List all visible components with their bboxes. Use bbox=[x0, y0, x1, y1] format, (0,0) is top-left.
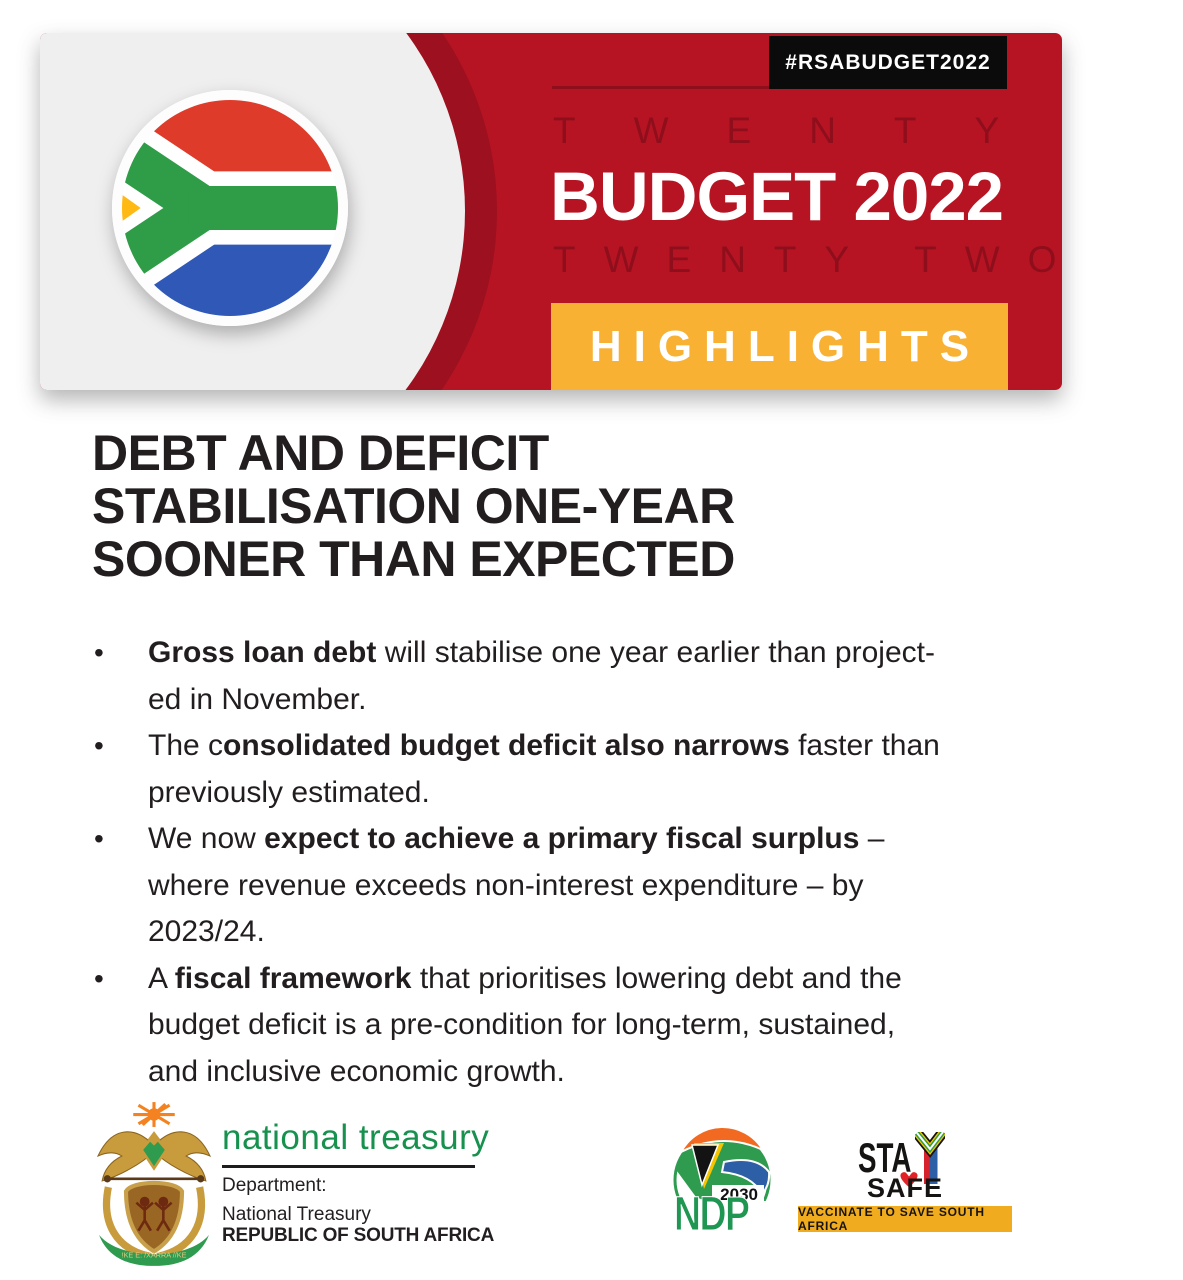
coat-motto: !KE E: /XARRA //KE bbox=[122, 1251, 187, 1260]
treasury-country: REPUBLIC OF SOUTH AFRICA bbox=[222, 1225, 495, 1246]
vaccinate-bar-label: VACCINATE TO SAVE SOUTH AFRICA bbox=[798, 1205, 985, 1233]
staysafe-logo: STA SAFE VACCINATE TO SAVE SOUTH AFRICA bbox=[798, 1128, 1012, 1240]
coat-of-arms-icon: !KE E: /XARRA //KE bbox=[96, 1102, 212, 1266]
bullet-item: A fiscal framework that prioritises lowe… bbox=[92, 956, 1037, 1096]
treasury-wordmark: national treasury Department: National T… bbox=[222, 1118, 494, 1247]
hashtag-badge: #RSABUDGET2022 bbox=[769, 36, 1007, 89]
banner: #RSABUDGET2022 TWENTY BUDGET 2022 TWENTY… bbox=[40, 33, 1062, 390]
flag-y-icon bbox=[915, 1132, 945, 1184]
hashtag-label: #RSABUDGET2022 bbox=[785, 50, 991, 74]
watermark-twenty: TWENTY bbox=[553, 110, 1058, 151]
ndp-year: 2030 bbox=[720, 1185, 758, 1204]
vaccinate-bar: VACCINATE TO SAVE SOUTH AFRICA bbox=[798, 1205, 1012, 1233]
bullet-item: The consolidated budget deficit also nar… bbox=[92, 723, 1037, 816]
treasury-dept-name: National Treasury bbox=[222, 1203, 371, 1225]
south-africa-flag-icon bbox=[112, 90, 348, 326]
bullet-item: Gross loan debt will stabilise one year … bbox=[92, 630, 1037, 723]
watermark-twenty-two: TWENTY TWO bbox=[553, 239, 1062, 280]
treasury-dept-label: Department: bbox=[222, 1175, 327, 1196]
highlights-label: HIGHLIGHTS bbox=[589, 321, 982, 371]
heart-icon bbox=[899, 1170, 919, 1189]
budget-title: BUDGET 2022 bbox=[550, 158, 1004, 235]
ndp-2030-logo: 2030 NDP bbox=[670, 1125, 774, 1242]
treasury-divider bbox=[222, 1165, 475, 1168]
treasury-name: national treasury bbox=[222, 1118, 490, 1157]
safe-text: SAFE bbox=[866, 1173, 943, 1203]
ndp-label: NDP bbox=[674, 1188, 749, 1242]
banner-rule bbox=[552, 86, 769, 89]
bullet-item: We now expect to achieve a primary fisca… bbox=[92, 816, 1037, 956]
highlights-banner: HIGHLIGHTS bbox=[551, 303, 1008, 390]
bullet-list: Gross loan debt will stabilise one year … bbox=[92, 630, 1037, 1095]
page-title: DEBT AND DEFICIT STABILISATION ONE-YEAR … bbox=[92, 425, 735, 587]
